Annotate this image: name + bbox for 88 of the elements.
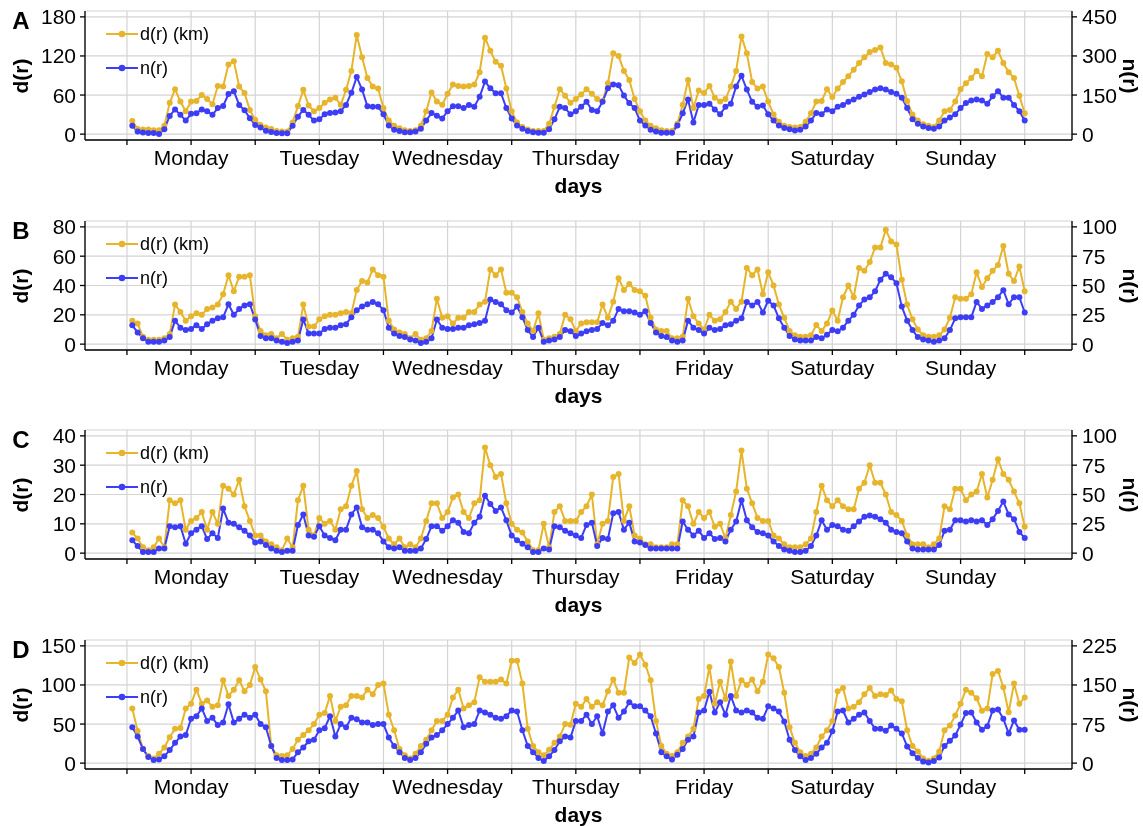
y2-axis-title: n(r) [1118,268,1142,303]
y2-tick-label: 0 [1082,332,1094,356]
legend-label: n(r) [140,686,168,708]
x-tick-label: Sunday [924,565,997,589]
y2-tick-label: 75 [1082,244,1106,268]
chart-title: D [12,636,30,664]
y2-tick-label: 75 [1082,453,1106,477]
y-tick-label: 100 [40,673,76,697]
y2-tick-label: 50 [1082,273,1106,297]
x-tick-label: Wednesday [392,146,504,170]
y2-tick-label: 25 [1082,303,1106,327]
y-tick-label: 60 [52,83,76,107]
y2-tick-label: 100 [1082,215,1118,239]
y2-tick-label: 150 [1082,83,1118,107]
y2-axis-title: n(r) [1118,477,1142,512]
y-axis-title: d(r) [9,268,33,303]
y2-tick-label: 75 [1082,712,1106,736]
legend-label: d(r) (km) [140,233,209,255]
y2-tick-label: 0 [1082,122,1094,146]
x-axis-title: days [554,174,603,198]
y-tick-label: 0 [64,751,76,775]
x-tick-label: Monday [153,356,229,380]
x-tick-label: Wednesday [392,356,504,380]
y-tick-label: 50 [52,712,76,736]
chart-title: B [12,217,30,245]
y2-axis-title: n(r) [1118,58,1142,93]
y2-tick-label: 0 [1082,751,1094,775]
x-tick-label: Tuesday [279,775,360,799]
y-tick-label: 10 [52,512,76,536]
y-tick-label: 150 [40,634,76,658]
y-tick-label: 0 [64,332,76,356]
y-axis-title: d(r) [9,58,33,93]
legend-label: d(r) (km) [140,23,209,45]
x-tick-label: Tuesday [279,356,360,380]
y-tick-label: 120 [40,44,76,68]
x-tick-label: Saturday [790,146,875,170]
y2-tick-label: 450 [1082,5,1118,29]
y-tick-label: 30 [52,453,76,477]
x-tick-label: Sunday [924,146,997,170]
x-axis-title: days [554,593,603,617]
x-tick-label: Friday [674,775,734,799]
y-tick-label: 40 [52,424,76,448]
x-tick-label: Thursday [532,565,621,589]
y-tick-label: 40 [52,273,76,297]
y2-axis-title: n(r) [1118,687,1142,722]
y-tick-label: 180 [40,5,76,29]
y-tick-label: 20 [52,303,76,327]
x-tick-label: Monday [153,565,229,589]
y-tick-label: 0 [64,122,76,146]
y2-tick-label: 150 [1082,673,1118,697]
chart-title: C [12,426,30,454]
legend-label: d(r) (km) [140,652,209,674]
legend-label: n(r) [140,476,168,498]
x-tick-label: Friday [674,565,734,589]
y2-tick-label: 225 [1082,634,1118,658]
y2-tick-label: 25 [1082,512,1106,536]
x-tick-label: Thursday [532,146,621,170]
y2-tick-label: 50 [1082,482,1106,506]
x-tick-label: Friday [674,146,734,170]
x-axis-title: days [554,384,603,408]
y-tick-label: 60 [52,244,76,268]
x-tick-label: Monday [153,146,229,170]
y-tick-label: 0 [64,541,76,565]
y-tick-label: 20 [52,482,76,506]
x-tick-label: Wednesday [392,565,504,589]
legend-label: d(r) (km) [140,442,209,464]
x-tick-label: Tuesday [279,146,360,170]
x-axis-title: days [554,803,603,826]
x-tick-label: Saturday [790,356,875,380]
legend-label: n(r) [140,267,168,289]
x-tick-label: Monday [153,775,229,799]
x-tick-label: Saturday [790,565,875,589]
y-tick-label: 80 [52,215,76,239]
x-tick-label: Thursday [532,356,621,380]
x-tick-label: Sunday [924,775,997,799]
y-axis-title: d(r) [9,477,33,512]
y2-tick-label: 100 [1082,424,1118,448]
x-tick-label: Thursday [532,775,621,799]
y2-tick-label: 0 [1082,541,1094,565]
x-tick-label: Friday [674,356,734,380]
chart-title: A [12,7,30,35]
legend-label: n(r) [140,57,168,79]
x-tick-label: Tuesday [279,565,360,589]
y2-tick-label: 300 [1082,44,1118,68]
x-tick-label: Wednesday [392,775,504,799]
x-tick-label: Saturday [790,775,875,799]
y-axis-title: d(r) [9,687,33,722]
x-tick-label: Sunday [924,356,997,380]
